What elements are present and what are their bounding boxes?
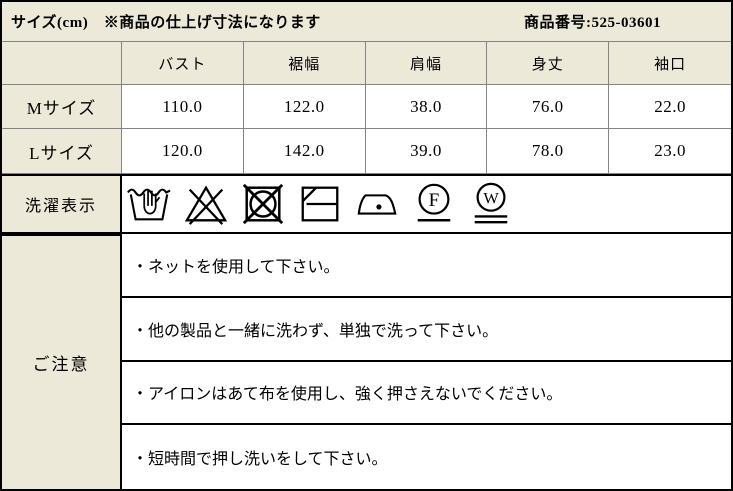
col-header-hem-width: 裾幅 (243, 42, 366, 85)
col-header-shoulder-width: 肩幅 (365, 42, 488, 85)
wet-clean-very-gentle-icon: W (468, 181, 514, 227)
note-item-use-net: ・ネットを使用して下さい。 (122, 234, 731, 298)
size-chart-title: サイズ(cm) ※商品の仕上げ寸法になります (11, 15, 321, 31)
do-not-bleach-icon (183, 181, 229, 227)
hand-wash-icon (126, 181, 172, 227)
iron-low-heat-icon (354, 181, 400, 227)
value-l-hem-width: 142.0 (243, 129, 366, 174)
svg-text:F: F (429, 190, 440, 211)
col-header-bust: バスト (122, 42, 244, 85)
corner-empty-cell (2, 42, 122, 85)
value-l-cuff: 23.0 (609, 129, 731, 174)
col-header-body-length: 身丈 (487, 42, 610, 85)
care-symbols-label: 洗濯表示 (2, 174, 122, 234)
value-m-bust: 110.0 (122, 85, 244, 129)
row-label-m-size: Mサイズ (2, 85, 122, 129)
notes-label: ご注意 (2, 234, 122, 489)
care-symbols: F W (122, 174, 731, 234)
title-row: サイズ(cm) ※商品の仕上げ寸法になります 商品番号:525-03601 (2, 2, 731, 42)
value-m-hem-width: 122.0 (243, 85, 366, 129)
svg-text:W: W (483, 189, 499, 208)
col-header-cuff: 袖口 (609, 42, 731, 85)
value-m-cuff: 22.0 (609, 85, 731, 129)
row-label-l-size: Lサイズ (2, 129, 122, 174)
value-l-body-length: 78.0 (487, 129, 610, 174)
do-not-tumble-dry-icon (240, 181, 286, 227)
product-number: 商品番号:525-03601 (524, 15, 661, 31)
note-item-wash-separately: ・他の製品と一緒に洗わず、単独で洗って下さい。 (122, 297, 731, 362)
value-l-bust: 120.0 (122, 129, 244, 174)
dry-clean-f-gentle-icon: F (411, 181, 457, 227)
note-item-short-press-wash: ・短時間で押し洗いをして下さい。 (122, 425, 731, 489)
value-m-body-length: 76.0 (487, 85, 610, 129)
value-l-shoulder-width: 39.0 (365, 129, 488, 174)
flat-dry-in-shade-icon (297, 181, 343, 227)
note-item-iron-pressing-cloth: ・アイロンはあて布を使用し、強く押さえないでください。 (122, 361, 731, 426)
value-m-shoulder-width: 38.0 (365, 85, 488, 129)
